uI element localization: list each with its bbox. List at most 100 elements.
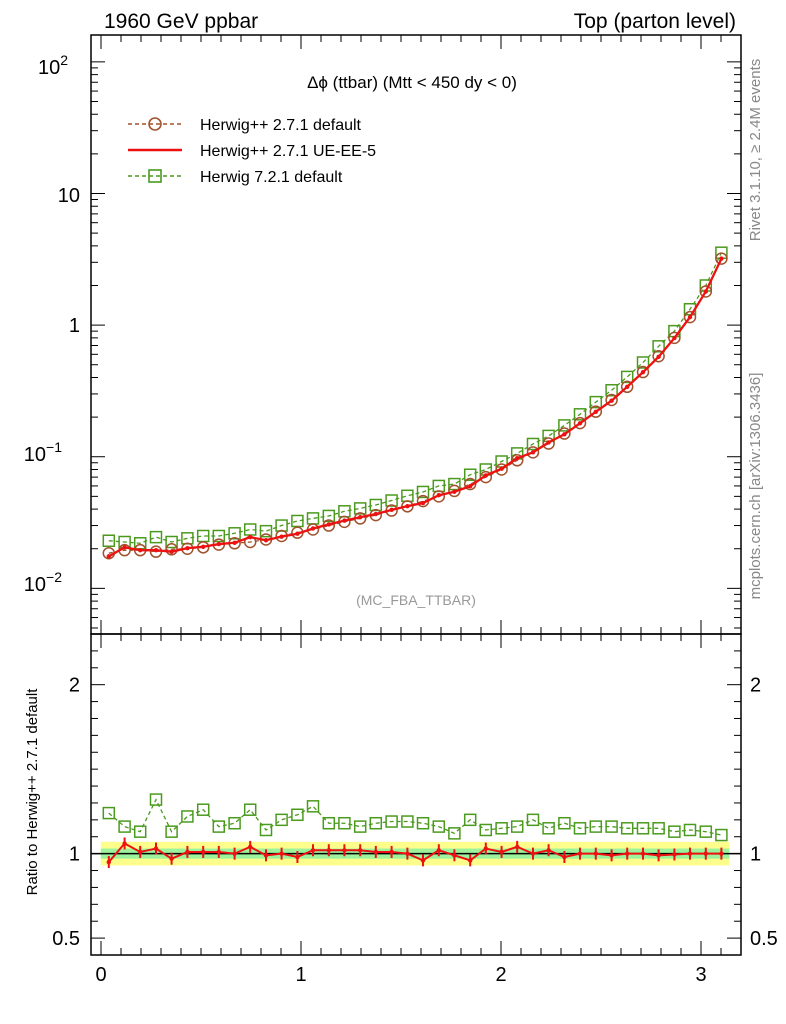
point-herwig7: [573, 408, 587, 421]
legend-item-herwig7: Herwig 7.2.1 default: [128, 169, 343, 186]
legend-marker-circle: [148, 117, 162, 131]
point-herwigpp-default: [636, 365, 650, 379]
point-herwigpp-ueee5: [640, 369, 646, 375]
legend-label: Herwig++ 2.7.1 UE-EE-5: [200, 143, 376, 160]
point-herwigpp-ueee5: [248, 534, 253, 540]
point-herwigpp-default: [510, 454, 524, 467]
point-herwig7: [526, 437, 540, 451]
svg-text:102: 102: [38, 52, 68, 79]
ratio-y-tick-label-right: 1: [750, 844, 761, 866]
point-herwig7: [605, 383, 618, 397]
x-tick-label: 2: [495, 964, 506, 986]
ratio-point-herwig7: [259, 823, 273, 837]
ratio-point-herwigpp-ueee5: [201, 849, 206, 855]
ratio-point-herwigpp-ueee5: [122, 841, 127, 846]
point-herwigpp-default: [526, 446, 540, 459]
ratio-point-herwigpp-ueee5: [719, 851, 724, 856]
ratio-point-herwigpp-ueee5: [420, 858, 426, 863]
point-herwigpp-ueee5: [153, 547, 159, 553]
main-series-layer: [102, 246, 728, 560]
ratio-point-herwigpp-ueee5: [452, 853, 457, 858]
ratio-point-herwig7: [589, 820, 603, 833]
point-herwig7: [165, 535, 178, 549]
point-herwigpp-default: [463, 477, 477, 491]
ratio-y-tick-label: 1: [69, 844, 80, 866]
point-herwig7: [259, 524, 273, 538]
ratio-point-herwig7: [495, 822, 508, 835]
ratio-point-herwigpp-ueee5: [232, 851, 237, 856]
point-herwigpp-ueee5: [609, 398, 614, 403]
ratio-point-herwig7: [149, 793, 163, 806]
ratio-point-herwigpp-ueee5: [703, 851, 708, 856]
point-herwigpp-ueee5: [201, 544, 206, 549]
point-herwigpp-default: [715, 252, 728, 265]
point-herwigpp-default: [668, 331, 681, 345]
point-herwigpp-ueee5: [703, 289, 708, 294]
ratio-point-herwigpp-ueee5: [515, 844, 520, 850]
ratio-point-herwig7: [715, 828, 728, 842]
ratio-point-herwigpp-ueee5: [640, 851, 646, 856]
point-herwigpp-ueee5: [625, 384, 630, 389]
ratio-point-herwig7: [118, 820, 131, 833]
ratio-point-herwig7: [510, 820, 524, 833]
point-herwigpp-ueee5: [483, 473, 488, 478]
ratio-point-herwig7: [275, 813, 288, 827]
ratio-point-herwig7: [558, 816, 571, 830]
ratio-point-herwig7: [448, 827, 461, 840]
point-herwig7: [463, 468, 477, 481]
ratio-point-herwig7: [542, 822, 555, 835]
ratio-point-herwigpp-ueee5: [138, 849, 143, 855]
header-right: Top (parton level): [574, 10, 736, 33]
ratio-point-herwigpp-ueee5: [279, 851, 284, 856]
ratio-point-herwigpp-ueee5: [546, 848, 551, 853]
ratio-point-herwigpp-ueee5: [468, 858, 473, 863]
ratio-point-herwig7: [133, 825, 147, 838]
y-tick-base: 10: [24, 574, 46, 596]
y-tick-base: 10: [38, 57, 60, 79]
ratio-point-herwig7: [165, 825, 178, 838]
ratio-point-herwigpp-ueee5: [593, 851, 598, 856]
ratio-point-herwigpp-ueee5: [656, 853, 661, 858]
point-herwigpp-default: [573, 416, 587, 430]
plot-title: Δϕ (ttbar) (Mtt < 450 dy < 0): [307, 73, 517, 92]
point-herwig7: [212, 529, 226, 543]
point-herwigpp-ueee5: [687, 314, 693, 320]
ratio-point-herwig7: [212, 820, 226, 833]
ratio-point-herwig7: [401, 815, 414, 828]
ratio-point-herwigpp-ueee5: [106, 859, 112, 865]
point-herwig7: [322, 509, 336, 523]
point-herwigpp-default: [605, 393, 618, 407]
ratio-point-herwig7: [683, 823, 697, 837]
point-herwigpp-default: [620, 380, 634, 394]
point-herwigpp-ueee5: [546, 440, 551, 445]
x-tick-label: 1: [295, 964, 306, 986]
rivet-label: Rivet 3.1.10, ≥ 2.4M events: [747, 59, 764, 242]
ratio-point-herwigpp-ueee5: [483, 846, 488, 851]
ratio-y-tick-label: 0.5: [52, 928, 80, 950]
ratio-point-herwig7: [353, 820, 367, 833]
ratio-point-herwig7: [322, 816, 336, 830]
point-herwig7: [401, 489, 414, 503]
ratio-point-herwigpp-ueee5: [169, 856, 174, 861]
ratio-point-herwig7: [306, 800, 320, 813]
point-herwigpp-ueee5: [499, 466, 504, 471]
ratio-point-herwigpp-ueee5: [577, 851, 583, 856]
ratio-point-herwigpp-ueee5: [530, 851, 536, 856]
ratio-point-herwig7: [620, 822, 634, 835]
point-herwigpp-ueee5: [185, 545, 190, 551]
point-herwigpp-ueee5: [719, 256, 724, 261]
point-herwigpp-ueee5: [515, 455, 520, 461]
ratio-point-herwig7: [196, 803, 210, 816]
point-herwigpp-ueee5: [452, 489, 457, 494]
ratio-point-herwigpp-ueee5: [153, 846, 159, 851]
ratio-y-tick-label: 2: [69, 675, 80, 697]
ratio-point-herwig7: [463, 813, 477, 827]
mcplots-label: mcplots.cern.ch [arXiv:1306.3436]: [747, 373, 764, 600]
ratio-point-herwig7: [699, 825, 713, 838]
point-herwigpp-ueee5: [122, 545, 127, 550]
point-herwigpp-ueee5: [577, 421, 583, 426]
point-herwigpp-default: [495, 463, 508, 476]
point-herwig7: [589, 395, 603, 409]
ratio-point-herwigpp-ueee5: [248, 844, 253, 850]
ratio-point-herwig7: [479, 823, 493, 837]
